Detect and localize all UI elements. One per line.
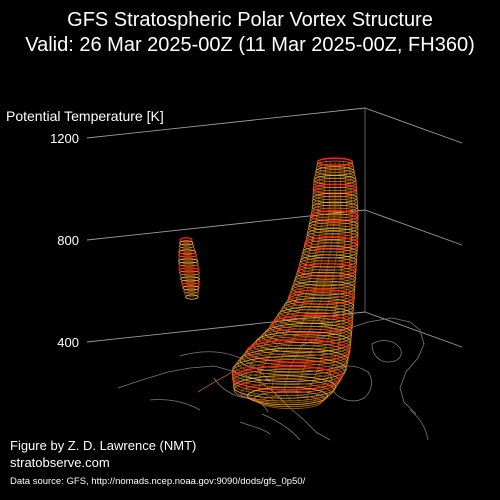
fragment-contour <box>183 288 200 294</box>
vortex-mesh-line <box>258 161 327 403</box>
vortex-contour <box>232 356 347 382</box>
vortex-mesh-line <box>320 161 359 403</box>
fragment-contour-red <box>178 267 200 273</box>
axis-grid <box>86 107 463 348</box>
grid-line-side-800 <box>364 209 463 246</box>
vortex-mesh-line <box>296 161 342 403</box>
z-tick-label-1200: 1200 <box>50 131 79 146</box>
vortex-fragment <box>177 237 200 300</box>
fragment-contour <box>179 270 200 276</box>
vortex-mesh-line <box>283 162 336 403</box>
fragment-contour <box>180 276 200 282</box>
vortex-mesh-line <box>305 161 347 403</box>
vortex-mesh-line <box>271 161 331 403</box>
fragment-contour <box>178 243 195 249</box>
z-axis-label: Potential Temperature [K] <box>6 108 164 124</box>
coastline-segment-9 <box>149 399 201 411</box>
coastline-segment-7 <box>409 409 429 441</box>
fragment-contour <box>178 264 200 270</box>
grid-line-back-1200 <box>86 107 366 139</box>
fragment-contour <box>178 261 199 267</box>
vortex-mesh-line <box>245 161 323 403</box>
coastline-segment-4 <box>329 365 372 402</box>
fragment-contour <box>178 246 196 252</box>
fragment-contour-red <box>177 252 198 258</box>
vortex-isosurface <box>197 157 359 410</box>
fragment-contour <box>178 249 197 255</box>
fragment-contour-red <box>179 237 193 243</box>
fragment-contour-red <box>181 282 200 288</box>
vortex-mesh-line <box>231 161 318 403</box>
vortex-base-wisp <box>197 369 237 393</box>
grid-line-side-400 <box>364 311 463 348</box>
fragment-contour <box>179 273 200 279</box>
coastline-segment-8 <box>239 421 271 435</box>
chart-title-line-2: Valid: 26 Mar 2025-00Z (11 Mar 2025-00Z,… <box>25 34 475 56</box>
grid-line-side-1200 <box>364 107 463 144</box>
z-axis-ticks: 400 800 1200 <box>50 131 79 350</box>
credit-website: stratobserve.com <box>10 455 110 470</box>
fragment-contour <box>178 258 199 264</box>
fragment-contour <box>179 240 194 246</box>
fragment-contour <box>184 291 199 297</box>
data-source-note: Data source: GFS, http://nomads.ncep.noa… <box>10 476 306 487</box>
fragment-contour <box>182 285 200 291</box>
coastline-segment-5 <box>371 340 402 363</box>
coastline-segment-6 <box>261 413 301 441</box>
fragment-contour <box>180 279 200 285</box>
z-tick-label-400: 400 <box>57 335 79 350</box>
fragment-contour <box>178 255 198 261</box>
figure-credit: Figure by Z. D. Lawrence (NMT) <box>10 438 197 453</box>
fragment-contour <box>185 294 199 300</box>
z-tick-label-800: 800 <box>57 233 79 248</box>
vortex-mesh-line <box>313 161 353 403</box>
chart-title-line-1: GFS Stratospheric Polar Vortex Structure <box>67 9 433 31</box>
